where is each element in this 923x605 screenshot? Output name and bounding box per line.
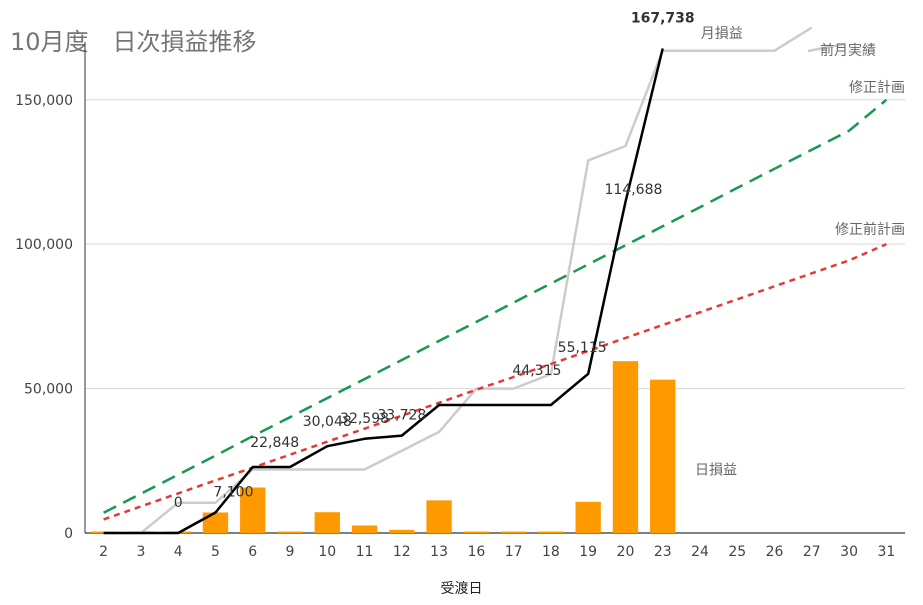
x-tick-label: 30	[840, 544, 858, 560]
x-tick-label: 5	[211, 544, 220, 560]
x-tick-label: 12	[393, 544, 411, 560]
x-tick-label: 11	[356, 544, 374, 560]
legend-label-prev-month: 前月実績	[820, 42, 876, 59]
bar	[463, 531, 490, 533]
series-line-month-total	[103, 48, 664, 535]
legend-label-daily: 日損益	[695, 463, 737, 479]
x-tick-label: 3	[136, 544, 145, 560]
x-tick-label: 27	[803, 544, 821, 560]
x-tick-label: 18	[542, 544, 560, 560]
data-label: 33,728	[377, 408, 426, 424]
series-line-original-plan	[103, 243, 887, 521]
legend-line-prev-month	[807, 42, 846, 53]
x-tick-label: 25	[728, 544, 746, 560]
bar	[575, 501, 601, 533]
x-tick-label: 9	[286, 544, 295, 560]
x-tick-label: 23	[654, 544, 672, 560]
x-tick-label: 10	[318, 544, 336, 560]
data-label: 44,315	[512, 363, 561, 379]
x-tick-label: 24	[691, 544, 709, 560]
data-label: 22,848	[250, 435, 299, 451]
data-label: 7,100	[213, 484, 253, 500]
data-label: 30,048	[303, 414, 352, 430]
data-label: 114,688	[605, 182, 663, 198]
y-tick-label: 100,000	[15, 237, 73, 253]
data-label: 167,738	[631, 11, 695, 27]
y-tick-label: 150,000	[15, 93, 73, 109]
bar	[538, 531, 564, 533]
x-tick-label: 20	[617, 544, 635, 560]
chart-title: 10月度 日次損益推移	[10, 28, 257, 56]
legend-label-original-plan: 修正前計画	[835, 221, 905, 238]
x-tick-label: 31	[877, 544, 895, 560]
bar	[612, 361, 639, 533]
x-tick-label: 4	[174, 544, 183, 560]
x-tick-label: 6	[248, 544, 257, 560]
bar	[240, 487, 266, 533]
legend-label-revised-plan: 修正計画	[849, 80, 905, 96]
x-tick-label: 13	[430, 544, 448, 560]
x-tick-label: 26	[766, 544, 784, 560]
bar	[277, 531, 303, 533]
x-tick-label: 2	[99, 544, 108, 560]
y-tick-label: 50,000	[24, 382, 73, 398]
data-label: 55,115	[558, 340, 607, 356]
x-tick-label: 17	[505, 544, 523, 560]
data-label: 0	[174, 495, 183, 511]
bar	[500, 531, 527, 533]
bar	[650, 379, 676, 533]
bar	[202, 512, 229, 533]
series-line-prev-month	[103, 26, 813, 535]
bar	[351, 525, 378, 533]
x-tick-label: 16	[467, 544, 485, 560]
y-tick-label: 0	[64, 526, 73, 542]
series-line-revised-plan	[103, 98, 888, 514]
x-tick-label: 19	[579, 544, 597, 560]
legend-label-month-total: 月損益	[701, 26, 743, 42]
x-axis-title: 受渡日	[440, 581, 483, 597]
data-label: 32,598	[340, 411, 389, 427]
bar	[426, 500, 452, 533]
bar	[314, 512, 340, 533]
bar	[389, 529, 415, 533]
